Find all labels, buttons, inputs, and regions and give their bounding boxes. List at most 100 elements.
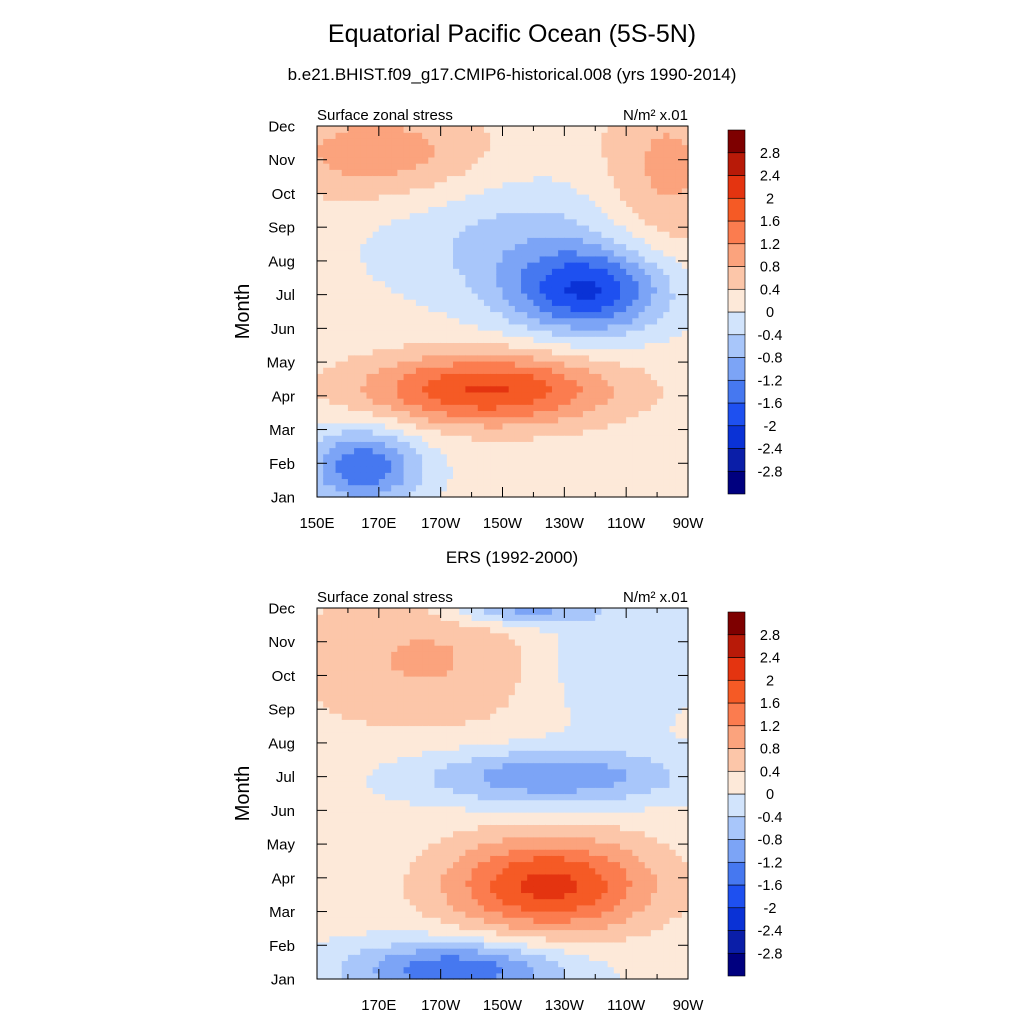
heatmap-cell bbox=[477, 342, 485, 350]
heatmap-cell bbox=[428, 781, 436, 788]
heatmap-cell bbox=[397, 954, 405, 962]
heatmap-cell bbox=[317, 435, 324, 442]
heatmap-cell bbox=[465, 262, 473, 269]
heatmap-cell bbox=[496, 231, 504, 238]
heatmap-cell bbox=[533, 490, 541, 498]
heatmap-cell bbox=[663, 367, 671, 374]
heatmap-cell bbox=[483, 292, 491, 300]
heatmap-cell bbox=[422, 719, 429, 727]
heatmap-cell bbox=[613, 132, 621, 139]
heatmap-cell bbox=[422, 360, 429, 368]
heatmap-cell bbox=[459, 416, 466, 424]
heatmap-cell bbox=[323, 187, 330, 195]
heatmap-cell bbox=[329, 311, 337, 319]
heatmap-cell bbox=[589, 237, 596, 245]
heatmap-cell bbox=[508, 441, 516, 449]
heatmap-cell bbox=[521, 360, 528, 368]
heatmap-cell bbox=[619, 441, 627, 449]
heatmap-cell bbox=[329, 330, 337, 337]
heatmap-cell bbox=[335, 793, 343, 801]
heatmap-cell bbox=[317, 299, 324, 306]
heatmap-cell bbox=[601, 206, 609, 214]
heatmap-cell bbox=[378, 459, 386, 467]
heatmap-cell bbox=[502, 404, 510, 412]
heatmap-cell bbox=[409, 255, 417, 263]
heatmap-cell bbox=[329, 459, 337, 467]
heatmap-cell bbox=[533, 391, 541, 399]
heatmap-cell bbox=[366, 237, 374, 245]
heatmap-cell bbox=[360, 861, 368, 869]
heatmap-cell bbox=[521, 218, 528, 226]
heatmap-cell bbox=[329, 385, 337, 393]
heatmap-cell bbox=[403, 342, 411, 350]
heatmap-cell bbox=[372, 663, 380, 671]
heatmap-cell bbox=[366, 657, 374, 665]
heatmap-cell bbox=[372, 614, 380, 621]
heatmap-cell bbox=[675, 428, 683, 436]
heatmap-cell bbox=[551, 472, 559, 480]
heatmap-cell bbox=[601, 484, 609, 492]
heatmap-cell bbox=[422, 762, 429, 770]
heatmap-cell bbox=[663, 224, 671, 232]
heatmap-cell bbox=[657, 459, 664, 467]
heatmap-cell bbox=[391, 299, 398, 306]
heatmap-cell bbox=[650, 187, 658, 195]
heatmap-cell bbox=[638, 354, 646, 362]
heatmap-cell bbox=[378, 941, 386, 949]
heatmap-cell bbox=[391, 842, 398, 850]
heatmap-cell bbox=[558, 268, 565, 275]
heatmap-cell bbox=[385, 935, 392, 943]
heatmap-cell bbox=[428, 651, 436, 659]
heatmap-cell bbox=[341, 651, 349, 659]
heatmap-cell bbox=[490, 472, 497, 480]
heatmap-cell bbox=[378, 274, 386, 282]
heatmap-cell bbox=[613, 237, 621, 245]
heatmap-cell bbox=[533, 243, 541, 251]
heatmap-cell bbox=[496, 138, 504, 146]
heatmap-cell bbox=[360, 231, 368, 238]
heatmap-cell bbox=[391, 731, 398, 739]
heatmap-cell bbox=[508, 175, 516, 183]
heatmap-cell bbox=[521, 231, 528, 238]
heatmap-cell bbox=[360, 608, 368, 615]
heatmap-cell bbox=[626, 416, 633, 424]
heatmap-cell bbox=[483, 348, 491, 356]
heatmap-cell bbox=[521, 422, 528, 430]
heatmap-cell bbox=[372, 373, 380, 381]
heatmap-cell bbox=[576, 292, 584, 300]
heatmap-cell bbox=[391, 812, 398, 819]
heatmap-cell bbox=[539, 323, 547, 331]
heatmap-cell bbox=[483, 286, 491, 294]
heatmap-cell bbox=[391, 904, 398, 912]
heatmap-cell bbox=[582, 255, 590, 263]
y-tick-label: Jun bbox=[271, 321, 295, 338]
heatmap-cell bbox=[422, 880, 429, 887]
heatmap-cell bbox=[663, 336, 671, 344]
heatmap-cell bbox=[341, 941, 349, 949]
heatmap-cell bbox=[409, 966, 417, 974]
heatmap-cell bbox=[471, 311, 479, 319]
heatmap-cell bbox=[415, 224, 423, 232]
heatmap-cell bbox=[415, 626, 423, 634]
heatmap-cell bbox=[669, 200, 677, 207]
heatmap-cell bbox=[354, 793, 361, 801]
heatmap-cell bbox=[366, 608, 374, 615]
heatmap-cell bbox=[564, 181, 572, 189]
heatmap-cell bbox=[521, 441, 528, 449]
heatmap-cell bbox=[576, 126, 584, 133]
heatmap-cell bbox=[657, 435, 664, 442]
heatmap-cell bbox=[378, 737, 386, 745]
heatmap-cell bbox=[514, 299, 522, 306]
heatmap-cell bbox=[459, 262, 466, 269]
heatmap-cell bbox=[681, 268, 689, 275]
heatmap-cell bbox=[409, 144, 417, 152]
heatmap-cell bbox=[409, 373, 417, 381]
heatmap-cell bbox=[366, 200, 374, 207]
heatmap-cell bbox=[440, 379, 448, 387]
heatmap-cell bbox=[422, 175, 429, 183]
heatmap-cell bbox=[385, 169, 392, 177]
heatmap-cell bbox=[428, 669, 436, 677]
heatmap-cell bbox=[619, 187, 627, 195]
colorbar-label: 2.8 bbox=[760, 146, 780, 162]
heatmap-cell bbox=[378, 169, 386, 177]
